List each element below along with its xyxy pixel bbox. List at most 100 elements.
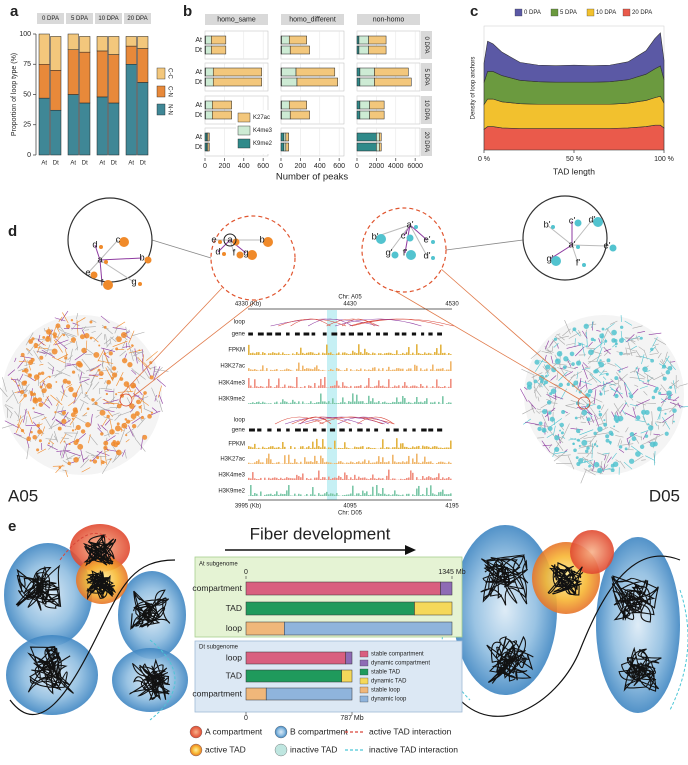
signal [378, 353, 380, 355]
network-node [136, 399, 141, 405]
signal [294, 458, 296, 464]
signal [260, 369, 262, 371]
signal [358, 344, 360, 355]
legend-label: 0 DPA [524, 10, 541, 16]
signal [302, 352, 304, 355]
network-edge [34, 433, 40, 441]
signal [284, 369, 286, 371]
signal [428, 446, 430, 449]
signal [358, 401, 360, 404]
zoom-circle [361, 207, 447, 293]
signal [310, 478, 312, 480]
network-edge [602, 452, 610, 455]
signal [392, 353, 394, 355]
facet-strip [205, 14, 268, 25]
network-node [119, 377, 124, 381]
signal [432, 402, 434, 404]
signal [262, 352, 264, 355]
legend-label: K9me2 [253, 141, 273, 147]
network-edge [588, 341, 593, 347]
signal [364, 369, 366, 371]
network-node [600, 336, 603, 338]
chrom-label: A05 [8, 486, 38, 505]
signal [446, 403, 448, 404]
network-edge [620, 440, 623, 445]
signal [262, 446, 264, 449]
node-label: a' [406, 220, 413, 231]
signal [316, 460, 318, 464]
signal [254, 493, 256, 496]
network-edge [626, 347, 636, 352]
signal [344, 385, 346, 388]
network-edge [62, 312, 69, 324]
signal [324, 493, 326, 496]
signal [290, 446, 292, 449]
legend-swatch [359, 686, 369, 694]
signal [428, 476, 430, 480]
network-node [84, 333, 90, 339]
bar-segment [245, 621, 285, 636]
network-node [32, 434, 37, 440]
signal [394, 478, 396, 480]
gene [403, 428, 407, 432]
network-edge [524, 386, 528, 390]
signal [400, 368, 402, 371]
network-edge [91, 330, 96, 333]
signal [440, 344, 442, 355]
bar-segment [205, 110, 213, 120]
signal [398, 494, 400, 496]
network-edge [629, 339, 636, 345]
network-edge [128, 330, 135, 343]
network-node [89, 336, 93, 340]
network-edge [653, 433, 661, 436]
signal [442, 387, 444, 388]
network-node [103, 280, 113, 290]
signal [392, 447, 394, 449]
legend-icon [274, 743, 288, 757]
signal [360, 385, 362, 388]
network-edge [100, 424, 107, 431]
signal [266, 458, 268, 464]
network-edge [1, 424, 15, 429]
signal [254, 379, 256, 388]
signal [416, 453, 418, 464]
network-node [147, 414, 152, 419]
network-edge [153, 366, 161, 381]
signal [322, 401, 324, 404]
network-edge [581, 457, 594, 467]
signal [378, 380, 380, 388]
signal [306, 461, 308, 464]
network-edge [556, 333, 561, 336]
gene [357, 428, 363, 432]
domain-blob [453, 525, 557, 695]
network-node [537, 426, 542, 432]
bar-segment [205, 77, 214, 87]
network-edge [409, 224, 428, 257]
signal [344, 402, 346, 404]
network-edge [580, 421, 587, 423]
signal [288, 477, 290, 480]
legend-label: C-N [166, 86, 172, 97]
network-edge [607, 456, 612, 463]
signal [446, 463, 448, 464]
network-edge [550, 375, 557, 381]
network-node [618, 370, 621, 373]
signal [400, 443, 402, 449]
signal [300, 477, 302, 480]
network-node [664, 412, 667, 415]
signal [368, 395, 370, 404]
network-edge [584, 366, 591, 368]
network-node [569, 351, 575, 357]
signal [296, 352, 298, 355]
network-edge [157, 385, 162, 398]
area [483, 124, 665, 151]
signal [450, 378, 452, 388]
network-node [594, 368, 599, 374]
gene [412, 428, 416, 432]
signal [446, 494, 448, 496]
y-axis-label: Proportion of loop type (%) [11, 53, 18, 136]
network-edge [131, 431, 137, 440]
network-edge [578, 330, 582, 337]
network-node [593, 217, 603, 227]
